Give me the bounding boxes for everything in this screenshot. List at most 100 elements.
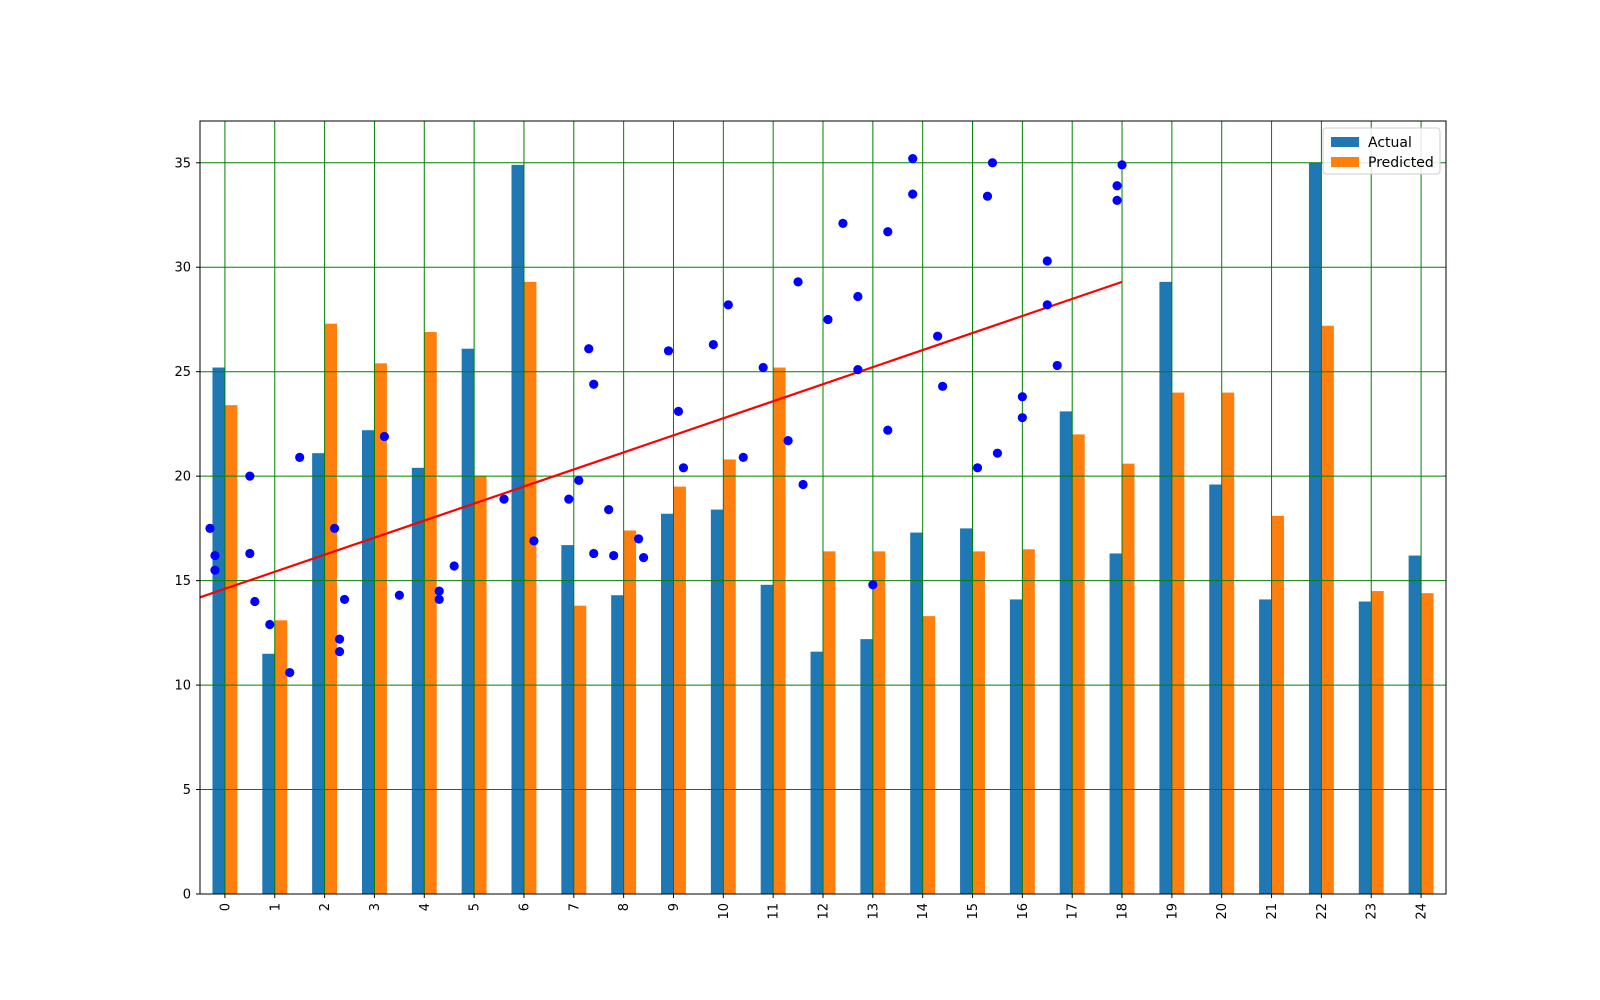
x-tick-label-15: 15	[966, 903, 981, 920]
scatter-point-31	[678, 463, 689, 473]
bar-actual-1	[262, 653, 275, 894]
bar-predicted-15	[972, 551, 985, 894]
scatter-point-34	[738, 452, 748, 462]
x-tick-label-10: 10	[717, 903, 732, 920]
x-tick-label-2: 2	[318, 903, 333, 911]
legend: Actual Predicted	[1322, 127, 1441, 175]
scatter-point-4	[245, 548, 255, 559]
bar-actual-19	[1159, 281, 1172, 894]
x-tick-label-12: 12	[817, 903, 832, 920]
scatter-point-35	[758, 362, 768, 373]
x-tick-label-19: 19	[1165, 903, 1180, 920]
x-tick-label-22: 22	[1315, 903, 1330, 920]
trend-line	[199, 280, 1123, 599]
scatter-point-15	[434, 586, 444, 596]
scatter-point-28	[638, 553, 649, 563]
scatter-point-9	[329, 523, 340, 533]
bar-actual-16	[1009, 599, 1023, 894]
bar-predicted-3	[374, 363, 387, 894]
scatter-point-27	[633, 534, 644, 544]
bar-predicted-7	[573, 605, 587, 894]
bar-actual-5	[461, 348, 475, 894]
y-tick-label-15: 15	[174, 574, 191, 589]
bar-actual-11	[760, 584, 774, 894]
scatter-point-26	[609, 550, 619, 561]
scatter-point-61	[1117, 160, 1127, 170]
y-tick-label-35: 35	[174, 156, 191, 171]
x-tick-label-13: 13	[866, 903, 881, 920]
bar-predicted-11	[773, 367, 786, 895]
bar-layer	[212, 162, 1434, 895]
y-tick-label-5: 5	[183, 783, 191, 798]
bar-actual-13	[860, 639, 873, 894]
legend-label-predicted: Predicted	[1368, 155, 1434, 171]
x-tick-label-4: 4	[418, 903, 433, 911]
scatter-layer	[205, 154, 1127, 678]
bar-predicted-8	[623, 530, 637, 894]
bar-predicted-13	[872, 551, 886, 894]
x-tick-label-21: 21	[1265, 903, 1280, 920]
bar-actual-17	[1059, 411, 1073, 894]
bar-actual-0	[212, 367, 225, 895]
scatter-point-51	[982, 191, 993, 201]
scatter-point-46	[908, 154, 918, 164]
bar-predicted-24	[1421, 593, 1434, 894]
x-tick-label-3: 3	[368, 903, 383, 911]
scatter-point-7	[285, 667, 295, 678]
bar-predicted-22	[1321, 325, 1334, 894]
scatter-point-22	[574, 475, 584, 485]
bar-actual-22	[1308, 162, 1322, 894]
scatter-point-33	[723, 300, 733, 310]
bar-actual-24	[1408, 555, 1422, 894]
y-tick-label-0: 0	[183, 888, 191, 903]
x-tick-label-18: 18	[1116, 903, 1131, 920]
line-layer	[199, 280, 1123, 599]
x-tick-label-1: 1	[268, 903, 283, 911]
scatter-point-20	[584, 344, 594, 354]
y-tick-label-20: 20	[174, 470, 191, 485]
bar-predicted-20	[1221, 392, 1235, 894]
scatter-point-44	[883, 227, 893, 237]
y-tick-label-30: 30	[174, 261, 191, 276]
bar-actual-2	[312, 453, 325, 894]
scatter-point-8	[295, 452, 305, 462]
scatter-point-36	[783, 436, 793, 446]
legend-swatch-actual	[1331, 137, 1359, 147]
scatter-point-14	[394, 590, 404, 600]
bar-predicted-0	[224, 405, 238, 894]
scatter-point-10	[334, 634, 345, 644]
scatter-point-60	[1112, 195, 1122, 205]
scatter-point-48	[933, 331, 943, 341]
scatter-point-30	[673, 406, 684, 416]
scatter-point-49	[938, 381, 948, 391]
scatter-point-43	[868, 580, 878, 590]
x-tick-label-20: 20	[1215, 903, 1230, 920]
scatter-point-29	[663, 346, 674, 356]
bar-predicted-18	[1122, 463, 1135, 894]
bar-actual-8	[611, 595, 624, 894]
bar-predicted-2	[324, 323, 338, 894]
x-tick-label-14: 14	[916, 903, 931, 920]
scatter-point-58	[1052, 360, 1062, 371]
scatter-point-38	[798, 479, 808, 490]
scatter-point-47	[908, 189, 918, 199]
scatter-point-11	[334, 647, 345, 657]
bar-predicted-23	[1371, 591, 1384, 894]
x-tick-label-17: 17	[1066, 903, 1081, 920]
x-tick-label-0: 0	[218, 903, 233, 911]
scatter-point-41	[853, 291, 863, 302]
bar-actual-14	[910, 532, 923, 894]
x-tick-label-6: 6	[517, 903, 532, 911]
scatter-point-3	[245, 471, 255, 481]
x-tick-label-11: 11	[767, 903, 782, 920]
bar-actual-9	[661, 513, 674, 894]
scatter-point-39	[823, 314, 833, 325]
scatter-point-55	[1017, 413, 1027, 423]
scatter-point-23	[589, 548, 599, 559]
bar-predicted-1	[274, 620, 288, 894]
scatter-point-54	[1017, 392, 1027, 402]
scatter-point-53	[992, 448, 1003, 458]
bar-predicted-4	[424, 332, 437, 894]
